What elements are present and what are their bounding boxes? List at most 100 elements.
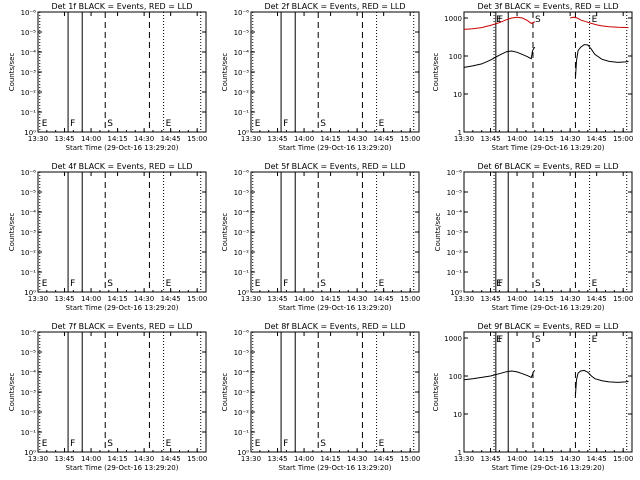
y-tick-label: 10⁻¹ xyxy=(234,429,250,437)
marker-label: E xyxy=(166,279,172,289)
plot-frame xyxy=(37,171,207,293)
x-tick-label: 15:00 xyxy=(187,455,207,463)
y-tick-label: 10⁻² xyxy=(234,249,250,257)
marker-label: E xyxy=(255,279,261,289)
y-tick-label: 10⁻¹ xyxy=(21,109,37,117)
x-tick-label: 14:30 xyxy=(134,295,154,303)
y-tick-label: 10⁻⁶ xyxy=(21,9,37,17)
y-axis-label: Counts/sec xyxy=(432,373,440,412)
y-axis-label: Counts/sec xyxy=(8,213,16,252)
marker-label: E xyxy=(255,439,261,449)
detector-panel-3: Det 3f BLACK = Events, RED = LLD 13:30 13:… xyxy=(432,2,633,152)
x-axis-label: Start Time (29-Oct-16 13:29:20) xyxy=(66,304,179,312)
y-tick-label: 10⁰ xyxy=(237,129,249,137)
marker-label: F xyxy=(283,279,288,289)
y-tick-label: 10⁻³ xyxy=(447,229,463,237)
detector-panel-7: Det 7f BLACK = Events, RED = LLD 13:30 13:… xyxy=(8,322,207,472)
panel-title: Det 6f BLACK = Events, RED = LLD xyxy=(477,162,618,171)
y-tick-label: 10 xyxy=(453,91,462,99)
y-tick-label: 10⁰ xyxy=(24,449,36,457)
x-tick-label: 14:30 xyxy=(134,135,154,143)
x-tick-label: 14:30 xyxy=(347,455,367,463)
x-tick-label: 14:15 xyxy=(534,455,554,463)
y-tick-label: 10⁻⁵ xyxy=(234,29,250,37)
y-tick-label: 10⁰ xyxy=(24,129,36,137)
plot-frame xyxy=(37,331,207,453)
x-tick-label: 14:30 xyxy=(560,135,580,143)
x-tick-label: 13:30 xyxy=(454,455,474,463)
panel-title: Det 4f BLACK = Events, RED = LLD xyxy=(51,162,192,171)
y-axis-label: Counts/sec xyxy=(221,213,229,252)
x-tick-label: 13:45 xyxy=(480,135,500,143)
marker-label: E xyxy=(379,119,385,129)
marker-label: E xyxy=(496,335,502,345)
x-axis-label: Start Time (29-Oct-16 13:29:20) xyxy=(279,144,392,152)
x-tick-label: 15:00 xyxy=(187,295,207,303)
x-tick-label: 14:15 xyxy=(534,135,554,143)
y-tick-label: 10⁻⁵ xyxy=(21,29,37,37)
y-axis-label: Counts/sec xyxy=(8,53,16,92)
y-tick-label: 10⁻⁶ xyxy=(21,169,37,177)
y-tick-label: 10⁻⁴ xyxy=(21,369,37,377)
panel-title: Det 8f BLACK = Events, RED = LLD xyxy=(264,322,405,331)
x-tick-label: 14:15 xyxy=(321,295,341,303)
y-tick-label: 10⁰ xyxy=(24,289,36,297)
x-tick-label: 14:30 xyxy=(347,295,367,303)
x-tick-label: 14:30 xyxy=(560,295,580,303)
x-tick-label: 14:45 xyxy=(374,455,394,463)
x-axis-label: Start Time (29-Oct-16 13:29:20) xyxy=(66,464,179,472)
panel-title: Det 5f BLACK = Events, RED = LLD xyxy=(264,162,405,171)
x-tick-label: 13:30 xyxy=(28,135,48,143)
y-tick-label: 10⁻⁶ xyxy=(234,169,250,177)
y-axis-label: Counts/sec xyxy=(8,373,16,412)
x-tick-label: 14:00 xyxy=(294,455,314,463)
detector-panel-8: Det 8f BLACK = Events, RED = LLD 13:30 13:… xyxy=(221,322,420,472)
x-tick-label: 15:00 xyxy=(400,455,420,463)
plot-frame xyxy=(250,11,420,133)
detector-panel-2: Det 2f BLACK = Events, RED = LLD 13:30 13:… xyxy=(221,2,420,152)
x-tick-label: 15:00 xyxy=(187,135,207,143)
x-tick-label: 14:45 xyxy=(374,135,394,143)
y-axis-label: Counts/sec xyxy=(432,53,440,92)
x-tick-label: 14:00 xyxy=(81,135,101,143)
plot-frame xyxy=(463,331,633,453)
x-tick-label: 14:15 xyxy=(108,135,128,143)
y-tick-label: 10⁻⁶ xyxy=(447,169,463,177)
marker-label: S xyxy=(535,335,541,345)
detector-panel-1: Det 1f BLACK = Events, RED = LLD 13:30 13:… xyxy=(8,2,207,152)
x-tick-label: 14:45 xyxy=(587,455,607,463)
plot-frame xyxy=(463,11,633,133)
marker-label: E xyxy=(379,439,385,449)
x-tick-label: 14:45 xyxy=(587,135,607,143)
marker-label: F xyxy=(498,335,503,345)
marker-label: E xyxy=(496,15,502,25)
y-axis-label: Counts/sec xyxy=(221,53,229,92)
x-tick-label: 15:00 xyxy=(613,455,633,463)
y-tick-label: 10⁻¹ xyxy=(21,429,37,437)
marker-label: F xyxy=(498,279,503,289)
x-tick-label: 14:15 xyxy=(108,455,128,463)
marker-label: E xyxy=(496,279,502,289)
y-tick-label: 10⁻⁵ xyxy=(234,349,250,357)
x-tick-label: 15:00 xyxy=(613,295,633,303)
marker-label: E xyxy=(42,279,48,289)
x-tick-label: 13:45 xyxy=(480,295,500,303)
x-tick-label: 13:30 xyxy=(454,135,474,143)
events-series-line xyxy=(463,46,536,68)
events-series-line xyxy=(574,44,629,79)
x-tick-label: 14:45 xyxy=(161,455,181,463)
plot-frame xyxy=(250,331,420,453)
y-tick-label: 10⁻⁶ xyxy=(234,9,250,17)
marker-label: F xyxy=(283,119,288,129)
x-tick-label: 14:15 xyxy=(108,295,128,303)
y-tick-label: 10⁰ xyxy=(450,289,462,297)
x-tick-label: 13:30 xyxy=(241,455,261,463)
lld-series-line xyxy=(463,16,536,30)
x-tick-label: 14:45 xyxy=(161,295,181,303)
marker-label: S xyxy=(107,439,113,449)
x-tick-label: 14:15 xyxy=(321,455,341,463)
panel-title: Det 9f BLACK = Events, RED = LLD xyxy=(477,322,618,331)
marker-label: S xyxy=(320,279,326,289)
y-tick-label: 10⁻⁵ xyxy=(234,189,250,197)
